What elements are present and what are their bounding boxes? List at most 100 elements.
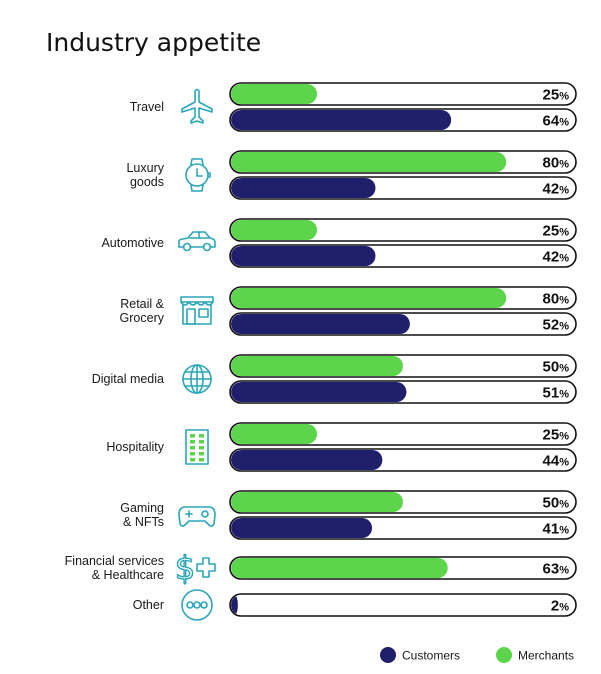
- category-label-line: Grocery: [120, 311, 165, 325]
- bar-merchants: 25%: [229, 218, 577, 242]
- bar-merchants: 50%: [229, 490, 577, 514]
- bar-customers: 42%: [229, 244, 577, 268]
- category-label-line: Retail &: [120, 297, 164, 311]
- value-label: 42%: [543, 249, 570, 266]
- value-number: 41: [543, 521, 560, 538]
- value-number: 80: [543, 291, 560, 308]
- category-label: Luxury goods: [126, 161, 164, 189]
- value-unit: %: [559, 295, 569, 307]
- value-label: 52%: [543, 317, 570, 334]
- value-label: 80%: [543, 155, 570, 172]
- value-unit: %: [559, 525, 569, 537]
- category-label-line: goods: [130, 175, 164, 189]
- bar-merchants: 25%: [229, 422, 577, 446]
- value-label: 44%: [543, 453, 570, 470]
- category-label-line: Luxury: [126, 161, 164, 175]
- legend-label: Merchants: [518, 649, 574, 663]
- globe-icon: [182, 364, 212, 394]
- bar-customers: 41%: [229, 516, 577, 540]
- chart-title: Industry appetite: [46, 28, 261, 57]
- legend-item-merchants: Merchants: [496, 647, 574, 663]
- bar-merchants: 25%: [229, 82, 577, 106]
- legend-label: Customers: [402, 649, 460, 663]
- storefront-icon: [180, 296, 214, 325]
- value-unit: %: [559, 227, 569, 239]
- category-label-line: Automotive: [101, 236, 164, 250]
- category-label-line: Travel: [130, 100, 164, 114]
- category-label-line: Hospitality: [106, 440, 164, 454]
- value-number: 80: [543, 155, 560, 172]
- value-unit: %: [559, 159, 569, 171]
- bar-track: [229, 218, 577, 242]
- value-number: 50: [543, 359, 560, 376]
- value-number: 42: [543, 249, 560, 266]
- value-number: 42: [543, 181, 560, 198]
- bar-customers: 51%: [229, 380, 577, 404]
- value-label: 50%: [543, 359, 570, 376]
- value-number: 25: [543, 223, 560, 240]
- bar-fill-customers: [231, 314, 410, 334]
- value-number: 50: [543, 495, 560, 512]
- car-icon: [178, 231, 216, 252]
- bar-fill-customers: [231, 518, 373, 538]
- value-unit: %: [559, 389, 569, 401]
- value-label: 2%: [551, 598, 569, 615]
- svg-text:$: $: [175, 549, 195, 587]
- bar-fill-merchants: [231, 356, 403, 376]
- category-label-line: & Healthcare: [92, 568, 164, 582]
- value-unit: %: [559, 457, 569, 469]
- value-label: 41%: [543, 521, 570, 538]
- value-label: 25%: [543, 427, 570, 444]
- value-unit: %: [559, 321, 569, 333]
- bar-fill-merchants: [231, 492, 403, 512]
- airplane-icon: [181, 88, 213, 124]
- bar-merchants: 50%: [229, 354, 577, 378]
- value-label: 25%: [543, 223, 570, 240]
- value-unit: %: [559, 499, 569, 511]
- bar-fill-merchants: [231, 288, 507, 308]
- bar-customers: 42%: [229, 176, 577, 200]
- value-label: 64%: [543, 113, 570, 130]
- value-number: 52: [543, 317, 560, 334]
- value-number: 63: [543, 561, 560, 578]
- legend-item-customers: Customers: [380, 647, 460, 663]
- category-row: Other 2%: [133, 589, 577, 621]
- category-label-line: Other: [133, 598, 164, 612]
- value-number: 51: [543, 385, 560, 402]
- value-unit: %: [559, 363, 569, 375]
- value-unit: %: [559, 602, 569, 614]
- legend-swatch: [496, 647, 512, 663]
- watch-icon: [185, 158, 211, 192]
- bar-fill-customers: [231, 246, 376, 266]
- category-row: Financial services & Healthcare $63%: [65, 548, 577, 588]
- legend-swatch: [380, 647, 396, 663]
- game-controller-icon: [178, 506, 216, 527]
- category-label-line: & NFTs: [123, 515, 164, 529]
- bar-merchants: 63%: [229, 556, 577, 580]
- value-unit: %: [559, 565, 569, 577]
- value-unit: %: [559, 91, 569, 103]
- bar-track: [229, 593, 577, 617]
- value-unit: %: [559, 431, 569, 443]
- value-unit: %: [559, 185, 569, 197]
- category-row: Travel 25% 64%: [130, 82, 577, 132]
- category-label: Travel: [130, 100, 164, 114]
- category-label: Hospitality: [106, 440, 164, 454]
- bar-fill-customers: [231, 382, 407, 402]
- dollar-plus-icon: $: [174, 548, 216, 588]
- bar-customers: 64%: [229, 108, 577, 132]
- bar-track: [229, 82, 577, 106]
- bar-customers: 44%: [229, 448, 577, 472]
- category-label: Other: [133, 598, 164, 612]
- value-unit: %: [559, 253, 569, 265]
- bar-merchants: 80%: [229, 150, 577, 174]
- bar-fill-merchants: [231, 84, 317, 104]
- bar-fill-merchants: [231, 152, 507, 172]
- bar-fill-customers: [231, 450, 383, 470]
- value-number: 44: [543, 453, 560, 470]
